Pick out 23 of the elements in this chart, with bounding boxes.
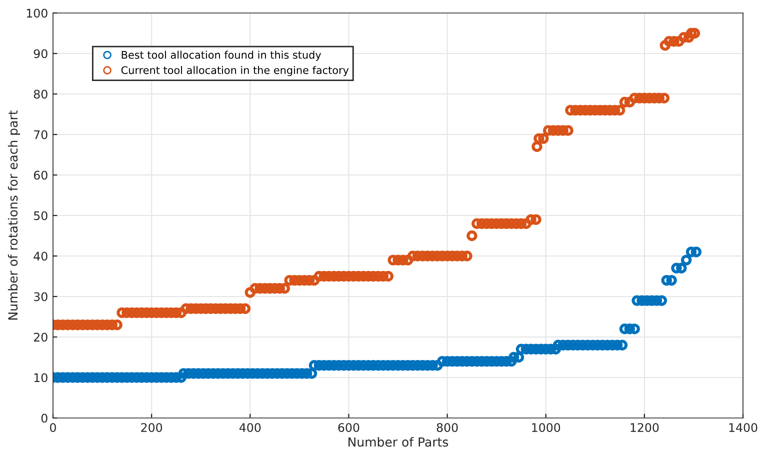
- y-tick-label: 50: [34, 211, 48, 220]
- x-tick-label: 200: [141, 423, 162, 432]
- y-tick-label: 80: [34, 90, 48, 99]
- y-tick-label: 30: [34, 292, 48, 302]
- x-tick-label: 400: [239, 423, 261, 432]
- legend-label: Current tool allocation in the engine factory: [121, 66, 349, 76]
- x-axis-title: Number of Parts: [348, 437, 448, 447]
- y-axis-title: Number of rotations for each part: [8, 110, 20, 320]
- x-tick-label: 1200: [630, 423, 659, 432]
- y-tick-label: 90: [34, 49, 48, 58]
- x-tick-label: 600: [338, 423, 360, 432]
- y-tick-label: 60: [34, 170, 48, 180]
- x-tick-label: 1000: [532, 423, 560, 432]
- y-tick-label: 20: [34, 332, 48, 342]
- y-tick-label: 70: [34, 130, 48, 140]
- x-tick-label: 1400: [729, 423, 758, 432]
- y-tick-label: 0: [41, 414, 48, 423]
- y-tick-label: 40: [34, 252, 48, 261]
- legend-label: Best tool allocation found in this study: [122, 50, 322, 61]
- y-tick-label: 10: [34, 373, 48, 382]
- x-tick-label: 0: [50, 423, 56, 432]
- y-tick-label: 100: [26, 8, 48, 18]
- x-tick-label: 800: [436, 423, 458, 432]
